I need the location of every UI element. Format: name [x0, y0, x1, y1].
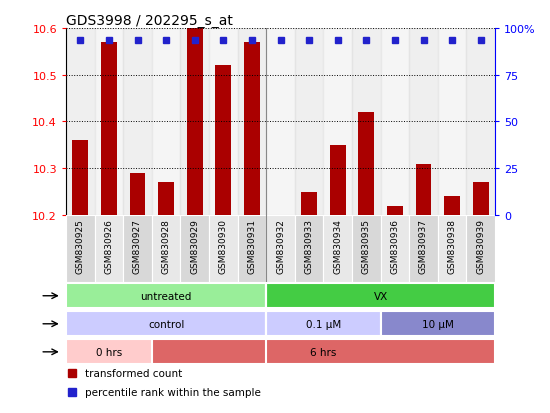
Bar — [387, 206, 403, 216]
Text: GSM830926: GSM830926 — [104, 219, 113, 273]
Bar — [158, 183, 174, 216]
Bar — [466, 29, 495, 216]
FancyBboxPatch shape — [123, 216, 152, 282]
Text: GSM830931: GSM830931 — [248, 219, 256, 274]
Text: GSM830929: GSM830929 — [190, 219, 199, 273]
Bar — [180, 29, 209, 216]
Bar — [152, 29, 180, 216]
Text: GDS3998 / 202295_s_at: GDS3998 / 202295_s_at — [66, 14, 233, 28]
FancyBboxPatch shape — [266, 311, 381, 337]
Text: GSM830938: GSM830938 — [448, 219, 456, 274]
Bar — [238, 29, 266, 216]
FancyBboxPatch shape — [209, 216, 238, 282]
Bar — [444, 197, 460, 216]
Bar — [438, 29, 466, 216]
Text: 10 μM: 10 μM — [422, 319, 454, 329]
FancyBboxPatch shape — [66, 339, 152, 365]
Bar — [130, 173, 145, 216]
Text: VX: VX — [373, 291, 388, 301]
FancyBboxPatch shape — [295, 216, 323, 282]
Bar — [123, 29, 152, 216]
Bar — [101, 43, 117, 216]
Text: GSM830937: GSM830937 — [419, 219, 428, 274]
Text: GSM830935: GSM830935 — [362, 219, 371, 274]
Bar — [216, 66, 231, 216]
Bar — [323, 29, 352, 216]
Text: percentile rank within the sample: percentile rank within the sample — [85, 387, 261, 397]
Bar — [381, 29, 409, 216]
FancyBboxPatch shape — [152, 339, 495, 365]
Bar — [187, 29, 202, 216]
Bar — [416, 164, 431, 216]
Text: GSM830930: GSM830930 — [219, 219, 228, 274]
Text: GSM830933: GSM830933 — [305, 219, 314, 274]
Text: 0 hrs: 0 hrs — [96, 347, 122, 357]
Bar — [295, 29, 323, 216]
FancyBboxPatch shape — [66, 216, 95, 282]
Text: GSM830925: GSM830925 — [76, 219, 85, 273]
Text: GSM830939: GSM830939 — [476, 219, 485, 274]
Bar — [266, 29, 295, 216]
Bar — [209, 29, 238, 216]
FancyBboxPatch shape — [266, 283, 495, 309]
FancyBboxPatch shape — [180, 216, 209, 282]
Text: GSM830934: GSM830934 — [333, 219, 342, 273]
Bar — [73, 141, 88, 216]
FancyBboxPatch shape — [95, 216, 123, 282]
Text: GSM830932: GSM830932 — [276, 219, 285, 273]
FancyBboxPatch shape — [352, 216, 381, 282]
FancyBboxPatch shape — [466, 216, 495, 282]
FancyBboxPatch shape — [323, 216, 352, 282]
FancyBboxPatch shape — [438, 216, 466, 282]
FancyBboxPatch shape — [238, 216, 266, 282]
FancyBboxPatch shape — [381, 311, 495, 337]
Text: 0.1 μM: 0.1 μM — [306, 319, 341, 329]
Text: 6 hrs: 6 hrs — [310, 347, 337, 357]
Bar — [95, 29, 123, 216]
Bar — [359, 113, 374, 216]
Text: GSM830936: GSM830936 — [390, 219, 399, 274]
Bar — [244, 43, 260, 216]
Text: GSM830927: GSM830927 — [133, 219, 142, 273]
Bar — [409, 29, 438, 216]
FancyBboxPatch shape — [266, 216, 295, 282]
Text: GSM830928: GSM830928 — [162, 219, 170, 273]
FancyBboxPatch shape — [409, 216, 438, 282]
FancyBboxPatch shape — [381, 216, 409, 282]
Bar — [352, 29, 381, 216]
FancyBboxPatch shape — [66, 311, 266, 337]
Bar — [301, 192, 317, 216]
Bar — [330, 145, 345, 216]
Text: untreated: untreated — [140, 291, 192, 301]
FancyBboxPatch shape — [66, 283, 266, 309]
Bar — [473, 183, 488, 216]
Text: transformed count: transformed count — [85, 368, 183, 378]
Bar — [66, 29, 95, 216]
FancyBboxPatch shape — [152, 216, 180, 282]
Text: control: control — [148, 319, 184, 329]
